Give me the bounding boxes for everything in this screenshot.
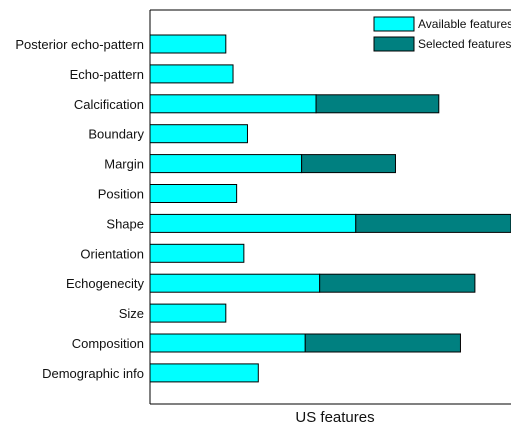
selected-bar-6 [355, 213, 511, 233]
category-label: Size [119, 306, 144, 321]
category-label: Orientation [80, 246, 144, 261]
category-label: Composition [72, 336, 144, 351]
available-bar-11 [149, 363, 259, 383]
category-label: Demographic info [42, 366, 144, 381]
category-label: Calcification [74, 97, 144, 112]
selected-bar-10 [304, 333, 461, 353]
category-label: Margin [104, 157, 144, 172]
available-bar-10 [149, 333, 306, 353]
category-label: Boundary [88, 127, 144, 142]
legend-label-0: Available features [418, 17, 511, 31]
available-bar-5 [149, 184, 238, 203]
category-label: Posterior echo-pattern [15, 37, 144, 52]
x-axis-label: US features [295, 409, 374, 423]
available-bar-9 [149, 303, 227, 323]
available-bar-4 [149, 154, 303, 174]
available-bar-7 [149, 243, 245, 263]
bars [149, 34, 511, 383]
category-label: Shape [106, 216, 144, 231]
category-labels: Posterior echo-pattern Echo-pattern Calcif… [15, 37, 144, 381]
available-bar-2 [149, 94, 317, 114]
category-label: Position [98, 187, 144, 202]
available-bar-1 [149, 64, 234, 84]
available-bar-8 [149, 273, 321, 293]
available-bar-0 [149, 34, 227, 54]
legend-label-1: Selected features [418, 37, 511, 51]
available-bar-6 [149, 213, 357, 233]
selected-bar-8 [319, 273, 476, 293]
legend-swatch-0 [373, 16, 415, 32]
selected-bar-4 [301, 154, 396, 174]
legend-swatch-1 [373, 36, 415, 52]
selected-bar-2 [315, 94, 440, 114]
category-label: Echogenecity [66, 276, 145, 291]
legend: Available features Selected features [373, 16, 511, 52]
available-bar-3 [149, 124, 248, 144]
category-label: Echo-pattern [70, 67, 144, 82]
